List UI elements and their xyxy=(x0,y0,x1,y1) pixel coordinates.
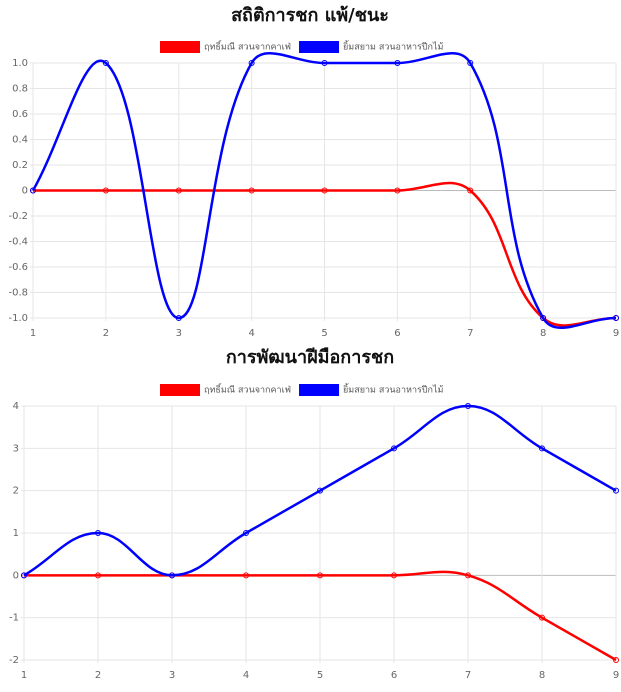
y-tick-label: -1 xyxy=(9,613,19,624)
y-tick-label: 1.0 xyxy=(12,58,28,69)
point xyxy=(613,657,619,663)
y-tick-label: 0 xyxy=(22,186,28,197)
x-tick-label: 5 xyxy=(317,670,323,681)
x-tick-label: 3 xyxy=(169,670,175,681)
point xyxy=(317,572,323,579)
legend-swatch xyxy=(299,41,340,53)
point xyxy=(95,530,101,536)
point xyxy=(391,572,397,579)
legend-label: ฤทธิ์มณี สวนจากคาเฟ่ xyxy=(204,40,291,53)
y-tick-label: 3 xyxy=(13,443,19,454)
y-tick-label: -1.0 xyxy=(8,313,28,324)
legend-swatch xyxy=(299,384,340,396)
legend-label: ฤทธิ์มณี สวนจากคาเฟ่ xyxy=(204,383,291,396)
point xyxy=(465,572,471,579)
x-tick-label: 9 xyxy=(613,670,619,681)
series-line xyxy=(31,52,617,329)
point xyxy=(391,445,397,452)
point xyxy=(248,60,255,66)
point xyxy=(465,403,471,409)
point xyxy=(613,315,619,321)
x-tick-label: 9 xyxy=(613,328,619,339)
point xyxy=(321,60,328,66)
x-tick-label: 8 xyxy=(540,328,546,339)
y-tick-label: -0.2 xyxy=(8,211,28,222)
y-tick-label: 0 xyxy=(13,570,19,581)
point xyxy=(95,572,101,579)
x-tick-label: 1 xyxy=(21,670,27,681)
x-tick-label: 7 xyxy=(465,670,471,681)
y-tick-label: 0.6 xyxy=(12,109,28,120)
point xyxy=(21,572,27,579)
chart-title: การพัฒนาฝีมือการชก xyxy=(226,347,394,368)
x-tick-label: 4 xyxy=(248,328,254,339)
point xyxy=(467,60,474,66)
point xyxy=(169,572,175,579)
series-line xyxy=(24,570,617,662)
legend-swatch xyxy=(160,384,200,396)
y-tick-label: 1 xyxy=(13,528,19,539)
y-tick-label: -2 xyxy=(9,655,19,666)
point xyxy=(175,315,182,321)
x-tick-label: 1 xyxy=(30,328,36,339)
legend-label: ยิ้มสยาม สวนอาหารปีกไม้ xyxy=(343,40,443,53)
point xyxy=(394,60,401,66)
y-tick-label: -0.6 xyxy=(8,262,28,273)
x-tick-label: 8 xyxy=(539,670,545,681)
point xyxy=(243,572,249,579)
x-tick-label: 6 xyxy=(391,670,397,681)
y-tick-label: 0.2 xyxy=(12,160,28,171)
point xyxy=(243,530,249,536)
point xyxy=(613,487,619,494)
chart-title: สถิติการชก แพ้/ชนะ xyxy=(231,5,389,26)
point xyxy=(467,187,474,194)
y-tick-label: 0.4 xyxy=(12,135,28,146)
point xyxy=(102,60,109,66)
x-tick-label: 2 xyxy=(103,328,109,339)
x-tick-label: 3 xyxy=(176,328,182,339)
legend-label: ยิ้มสยาม สวนอาหารปีกไม้ xyxy=(343,383,443,396)
point xyxy=(394,187,401,194)
y-tick-label: -0.8 xyxy=(8,288,28,299)
x-tick-label: 4 xyxy=(243,670,249,681)
series-line xyxy=(33,181,617,327)
point xyxy=(317,487,323,494)
series-line xyxy=(23,404,617,577)
point xyxy=(30,187,36,194)
y-tick-label: 4 xyxy=(13,401,19,412)
point xyxy=(175,187,182,194)
point xyxy=(248,187,255,194)
legend-swatch xyxy=(160,41,200,53)
point xyxy=(540,315,547,321)
x-tick-label: 5 xyxy=(321,328,327,339)
y-tick-label: -0.4 xyxy=(8,237,28,248)
y-tick-label: 2 xyxy=(13,486,19,497)
y-tick-label: 0.8 xyxy=(12,84,28,95)
x-tick-label: 6 xyxy=(394,328,400,339)
point xyxy=(321,187,328,194)
x-tick-label: 7 xyxy=(467,328,473,339)
point xyxy=(539,445,545,452)
point xyxy=(102,187,109,194)
x-tick-label: 2 xyxy=(95,670,101,681)
point xyxy=(539,614,545,621)
